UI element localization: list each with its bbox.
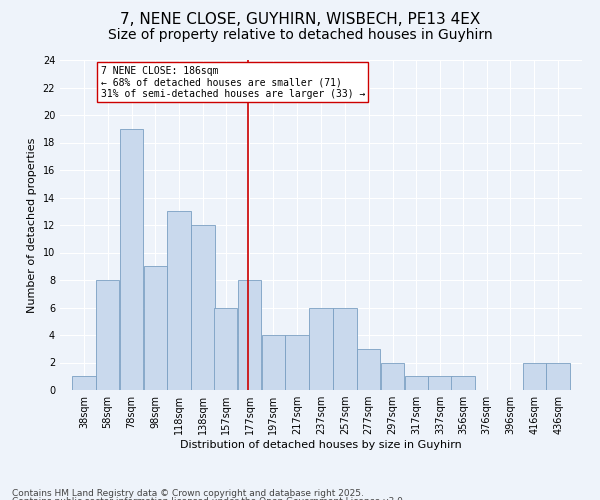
Bar [286,335,309,390]
Bar [404,376,428,390]
Bar [309,308,333,390]
Bar [262,335,285,390]
Text: Size of property relative to detached houses in Guyhirn: Size of property relative to detached ho… [107,28,493,42]
Bar [143,266,167,390]
Bar [451,376,475,390]
X-axis label: Distribution of detached houses by size in Guyhirn: Distribution of detached houses by size … [180,440,462,450]
Y-axis label: Number of detached properties: Number of detached properties [27,138,37,312]
Bar [238,280,261,390]
Text: Contains public sector information licensed under the Open Government Licence v3: Contains public sector information licen… [12,497,406,500]
Bar [333,308,356,390]
Bar [547,362,570,390]
Bar [120,128,143,390]
Bar [357,349,380,390]
Bar [96,280,119,390]
Bar [167,211,191,390]
Text: Contains HM Land Registry data © Crown copyright and database right 2025.: Contains HM Land Registry data © Crown c… [12,488,364,498]
Bar [191,225,215,390]
Bar [381,362,404,390]
Bar [523,362,546,390]
Text: 7 NENE CLOSE: 186sqm
← 68% of detached houses are smaller (71)
31% of semi-detac: 7 NENE CLOSE: 186sqm ← 68% of detached h… [101,66,365,98]
Text: 7, NENE CLOSE, GUYHIRN, WISBECH, PE13 4EX: 7, NENE CLOSE, GUYHIRN, WISBECH, PE13 4E… [120,12,480,28]
Bar [428,376,452,390]
Bar [72,376,95,390]
Bar [214,308,238,390]
